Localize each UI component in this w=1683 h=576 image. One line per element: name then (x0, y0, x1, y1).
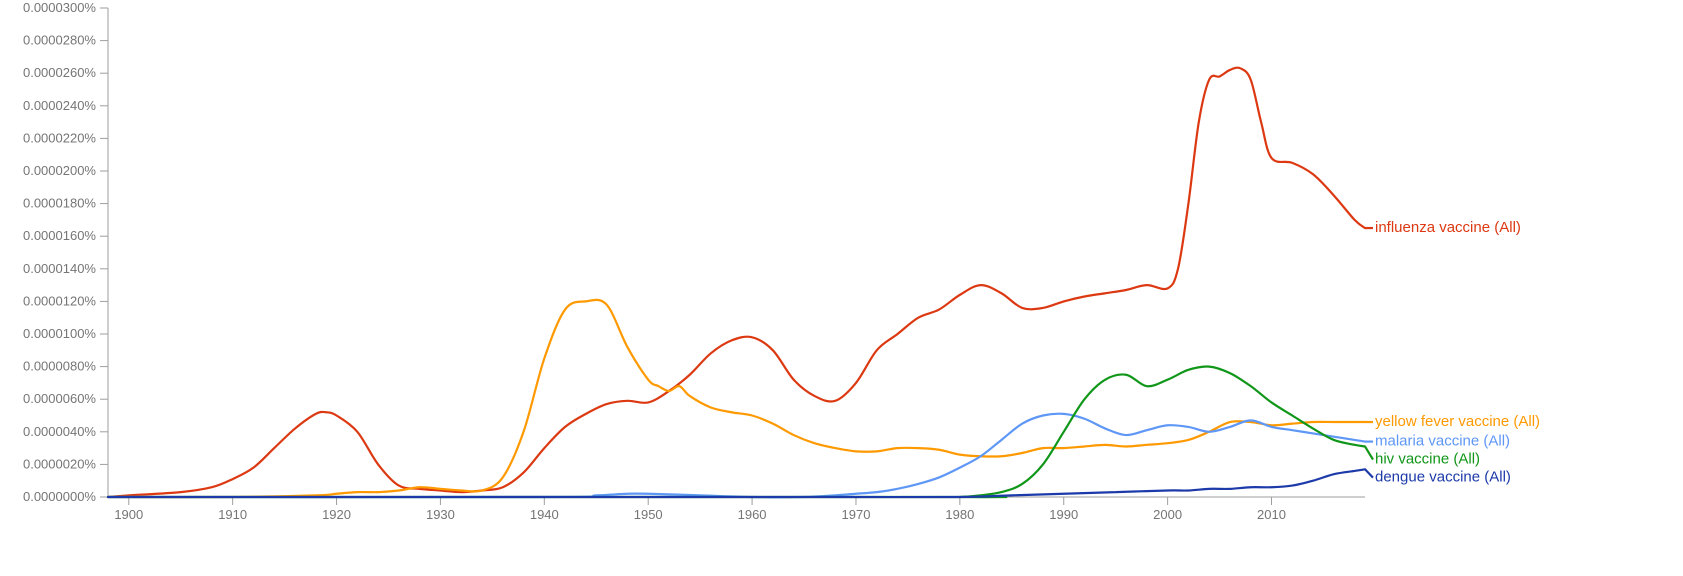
x-tick-label: 1990 (1049, 507, 1078, 522)
series-line (108, 300, 1365, 497)
y-tick-label: 0.0000020% (23, 456, 96, 471)
y-tick-label: 0.0000100% (23, 326, 96, 341)
y-tick-label: 0.0000280% (23, 33, 96, 48)
ngram-chart: 0.0000000% 0.0000020% 0.0000040% 0.0000060%… (0, 0, 1683, 576)
series-label[interactable]: dengue vaccine (All) (1375, 469, 1511, 486)
y-tick-label: 0.0000060% (23, 391, 96, 406)
y-tick-label: 0.0000260% (23, 65, 96, 80)
y-tick-label: 0.0000200% (23, 163, 96, 178)
y-tick-label: 0.0000240% (23, 98, 96, 113)
x-tick-label: 1900 (114, 507, 143, 522)
x-tick-label: 2010 (1257, 507, 1286, 522)
chart-svg: 0.0000000% 0.0000020% 0.0000040% 0.0000060%… (0, 0, 1683, 576)
x-tick-label: 2000 (1153, 507, 1182, 522)
y-tick-label: 0.0000180% (23, 196, 96, 211)
x-tick-label: 1940 (530, 507, 559, 522)
series-label[interactable]: malaria vaccine (All) (1375, 433, 1510, 450)
y-tick-label: 0.0000160% (23, 228, 96, 243)
x-tick-label: 1970 (842, 507, 871, 522)
y-tick-label: 0.0000040% (23, 424, 96, 439)
y-tick-label: 0.0000080% (23, 359, 96, 374)
x-tick-label: 1920 (322, 507, 351, 522)
x-tick-label: 1960 (738, 507, 767, 522)
series-label[interactable]: hiv vaccine (All) (1375, 451, 1480, 468)
x-tick-label: 1930 (426, 507, 455, 522)
series-line (108, 366, 1365, 497)
x-tick-label: 1910 (218, 507, 247, 522)
y-tick-label: 0.0000300% (23, 0, 96, 15)
series-label[interactable]: yellow fever vaccine (All) (1375, 413, 1540, 430)
y-tick-label: 0.0000220% (23, 130, 96, 145)
series-label[interactable]: influenza vaccine (All) (1375, 219, 1521, 236)
x-tick-label: 1950 (634, 507, 663, 522)
x-tick-label: 1980 (945, 507, 974, 522)
y-tick-label: 0.0000140% (23, 261, 96, 276)
y-tick-label: 0.0000120% (23, 293, 96, 308)
series-line (108, 68, 1365, 497)
y-tick-label: 0.0000000% (23, 489, 96, 504)
series-line (108, 469, 1365, 497)
